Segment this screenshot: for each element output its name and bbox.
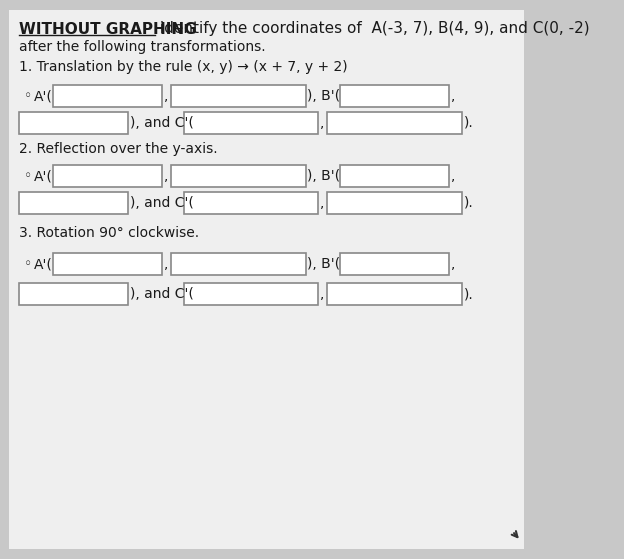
Text: ,: , xyxy=(320,196,324,210)
Text: ), B'(: ), B'( xyxy=(308,257,341,271)
FancyBboxPatch shape xyxy=(19,192,128,214)
FancyBboxPatch shape xyxy=(327,283,462,305)
Text: ), and C'(: ), and C'( xyxy=(130,196,193,210)
Text: ), and C'(: ), and C'( xyxy=(130,116,193,130)
FancyBboxPatch shape xyxy=(171,85,306,107)
FancyBboxPatch shape xyxy=(327,192,462,214)
Text: A'(: A'( xyxy=(34,257,53,271)
Text: ,: , xyxy=(451,89,455,103)
FancyBboxPatch shape xyxy=(183,283,318,305)
FancyBboxPatch shape xyxy=(171,165,306,187)
FancyBboxPatch shape xyxy=(53,253,162,275)
FancyBboxPatch shape xyxy=(183,192,318,214)
Text: after the following transformations.: after the following transformations. xyxy=(19,40,265,54)
Text: A'(: A'( xyxy=(34,169,53,183)
Text: ,: , xyxy=(164,89,168,103)
FancyBboxPatch shape xyxy=(53,165,162,187)
Text: WITHOUT GRAPHING: WITHOUT GRAPHING xyxy=(19,21,197,36)
Text: ), B'(: ), B'( xyxy=(308,89,341,103)
Text: ), B'(: ), B'( xyxy=(308,169,341,183)
Text: ).: ). xyxy=(464,116,473,130)
FancyBboxPatch shape xyxy=(19,112,128,134)
Text: ,: , xyxy=(320,287,324,301)
Text: ), and C'(: ), and C'( xyxy=(130,287,193,301)
Text: ◦: ◦ xyxy=(24,169,32,183)
Text: 3. Rotation 90° clockwise.: 3. Rotation 90° clockwise. xyxy=(19,226,199,240)
Text: A'(: A'( xyxy=(34,89,53,103)
Text: 1. Translation by the rule (x, y) → (x + 7, y + 2): 1. Translation by the rule (x, y) → (x +… xyxy=(19,60,348,74)
Text: ,: , xyxy=(451,257,455,271)
FancyBboxPatch shape xyxy=(9,10,524,549)
FancyBboxPatch shape xyxy=(339,85,449,107)
FancyBboxPatch shape xyxy=(327,112,462,134)
FancyBboxPatch shape xyxy=(171,253,306,275)
FancyBboxPatch shape xyxy=(339,253,449,275)
Text: 2. Reflection over the y-axis.: 2. Reflection over the y-axis. xyxy=(19,142,217,156)
FancyBboxPatch shape xyxy=(183,112,318,134)
FancyBboxPatch shape xyxy=(19,283,128,305)
FancyBboxPatch shape xyxy=(339,165,449,187)
Text: ,: , xyxy=(164,257,168,271)
Text: ◦: ◦ xyxy=(24,257,32,271)
Text: ).: ). xyxy=(464,287,473,301)
Text: ).: ). xyxy=(464,196,473,210)
Text: ,: , xyxy=(451,169,455,183)
Text: ,: , xyxy=(320,116,324,130)
Text: ,: , xyxy=(164,169,168,183)
Text: ◦: ◦ xyxy=(24,89,32,103)
Text: identify the coordinates of  A(-3, 7), B(4, 9), and C(0, -2): identify the coordinates of A(-3, 7), B(… xyxy=(155,21,589,36)
FancyBboxPatch shape xyxy=(53,85,162,107)
